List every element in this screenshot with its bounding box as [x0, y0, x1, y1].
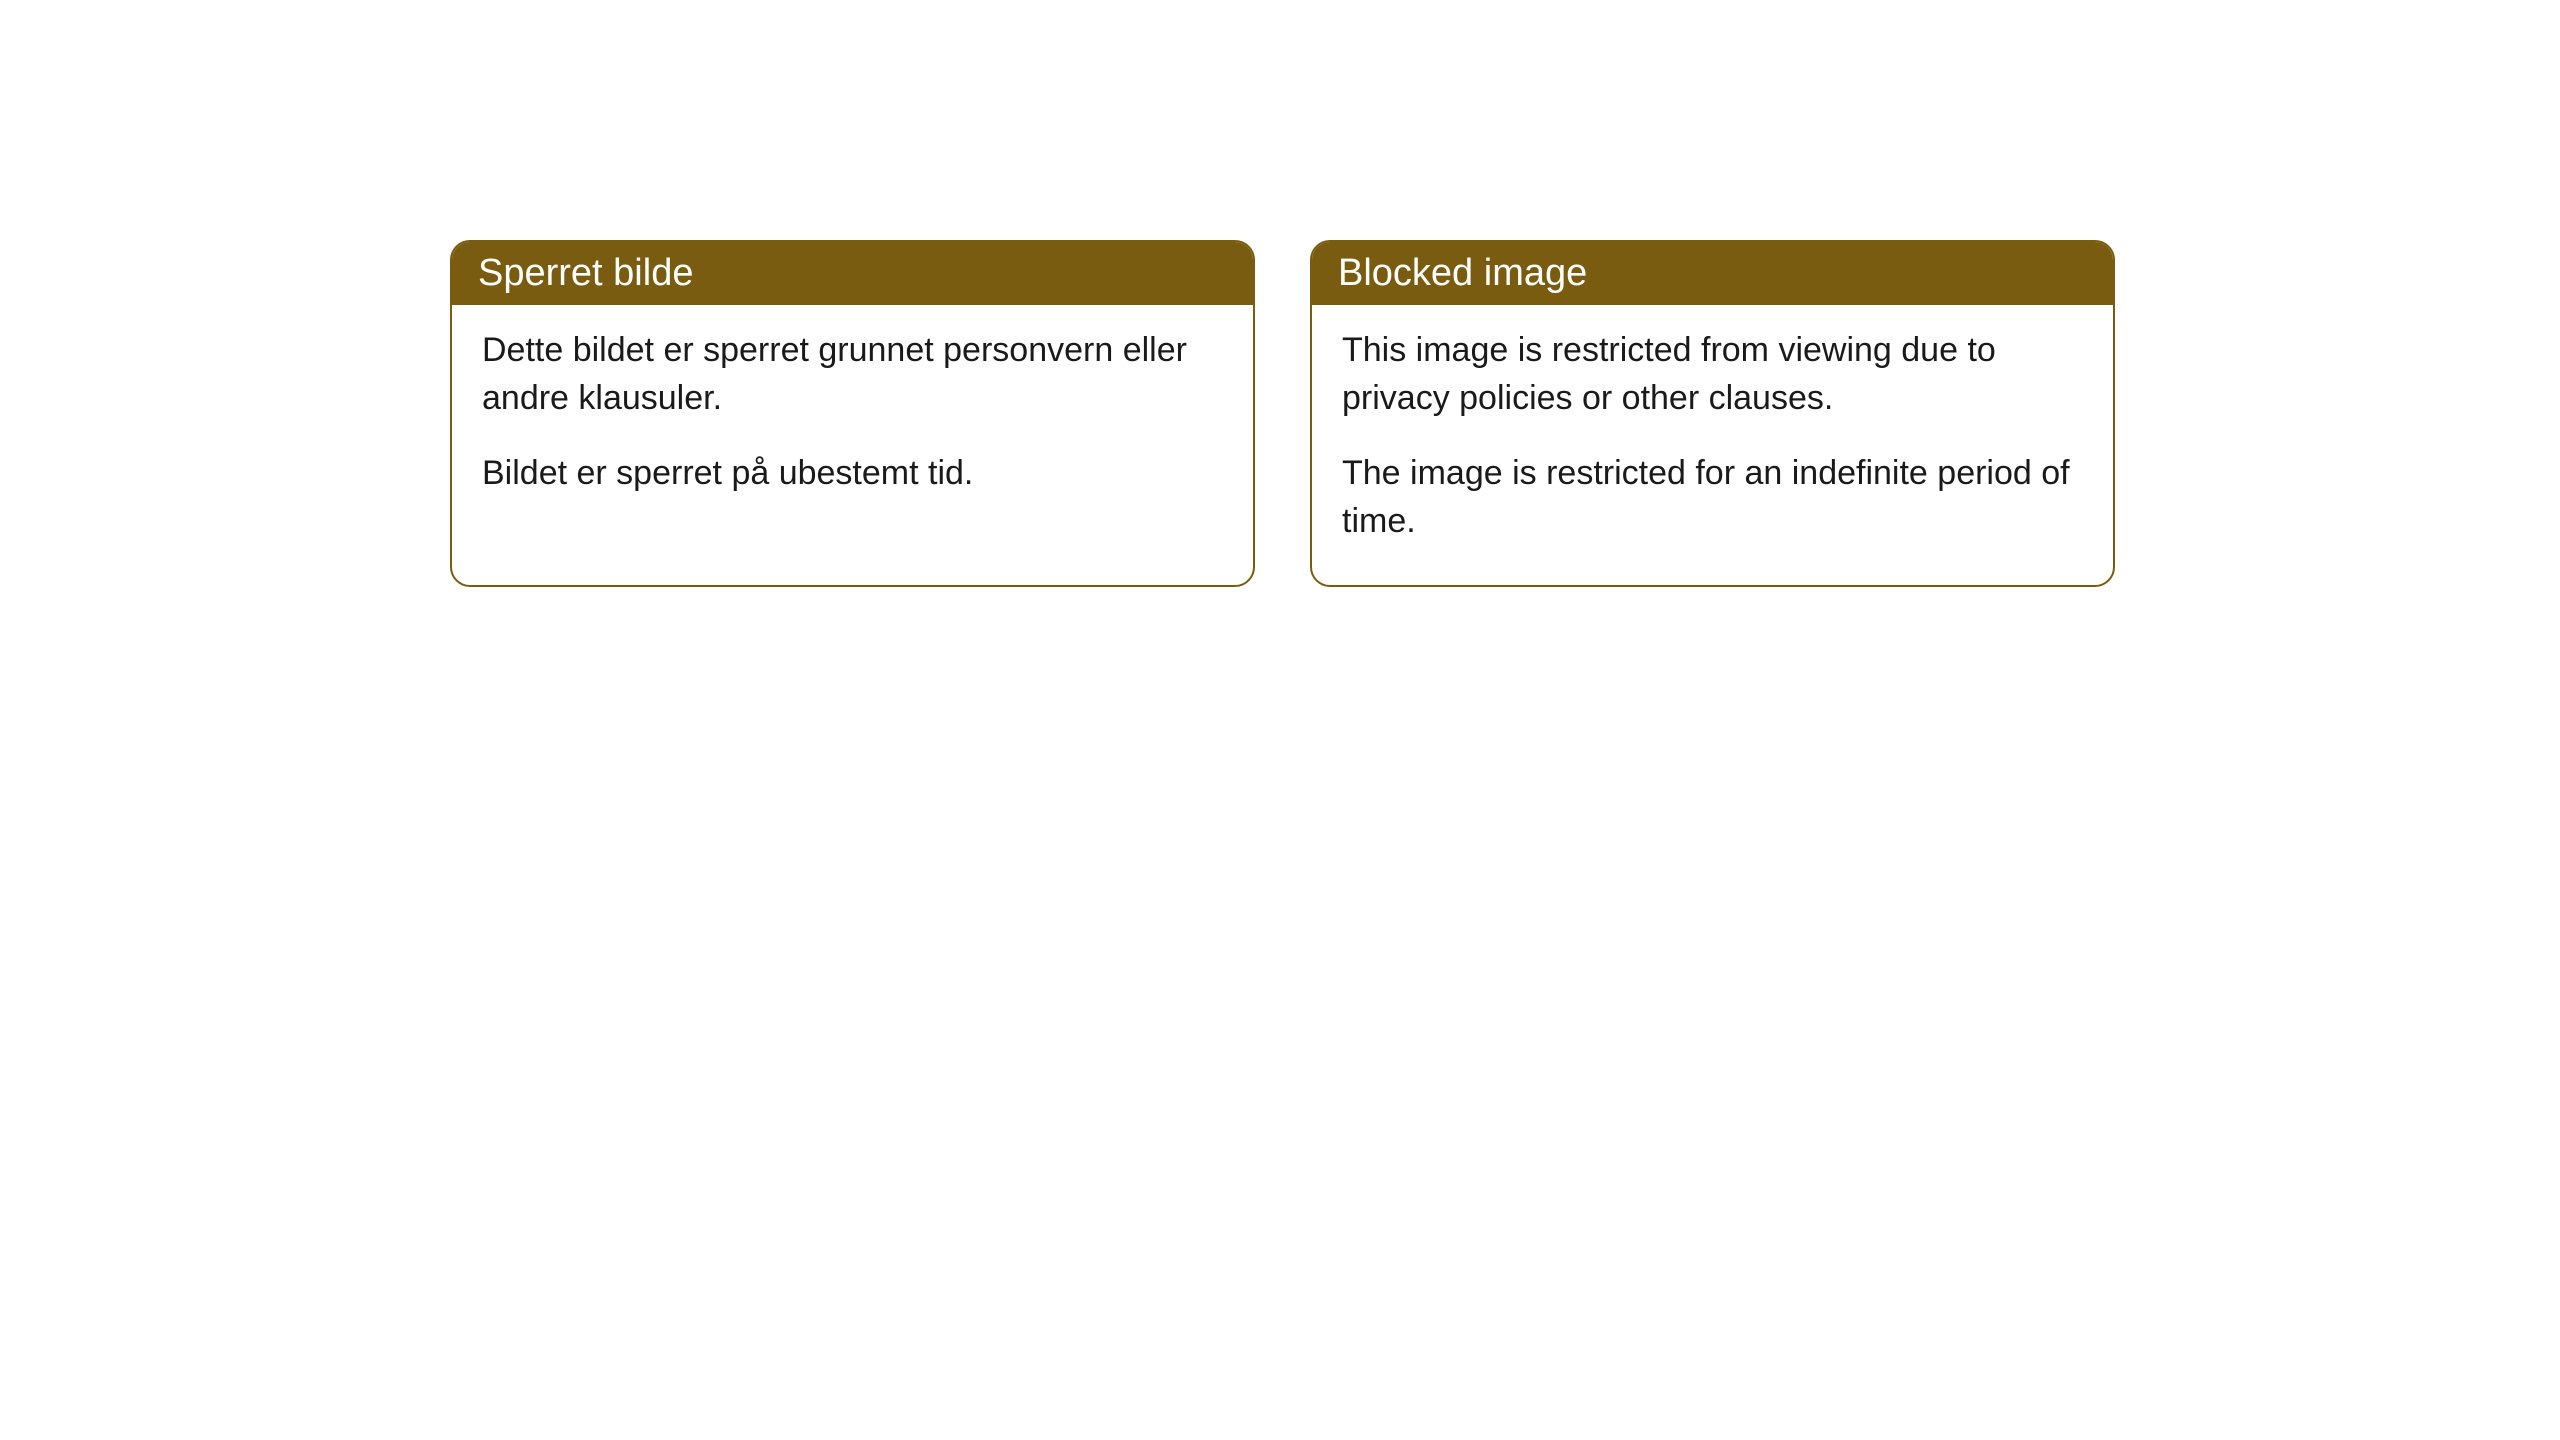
notice-card-norwegian: Sperret bilde Dette bildet er sperret gr… — [450, 240, 1255, 587]
card-body-norwegian: Dette bildet er sperret grunnet personve… — [452, 305, 1253, 538]
card-paragraph: The image is restricted for an indefinit… — [1342, 450, 2083, 545]
card-paragraph: Dette bildet er sperret grunnet personve… — [482, 327, 1223, 422]
notice-cards-container: Sperret bilde Dette bildet er sperret gr… — [450, 240, 2115, 587]
card-paragraph: Bildet er sperret på ubestemt tid. — [482, 450, 1223, 498]
card-paragraph: This image is restricted from viewing du… — [1342, 327, 2083, 422]
card-body-english: This image is restricted from viewing du… — [1312, 305, 2113, 585]
card-title: Blocked image — [1338, 252, 1587, 294]
card-title: Sperret bilde — [478, 252, 693, 294]
notice-card-english: Blocked image This image is restricted f… — [1310, 240, 2115, 587]
card-header-norwegian: Sperret bilde — [452, 242, 1253, 305]
card-header-english: Blocked image — [1312, 242, 2113, 305]
